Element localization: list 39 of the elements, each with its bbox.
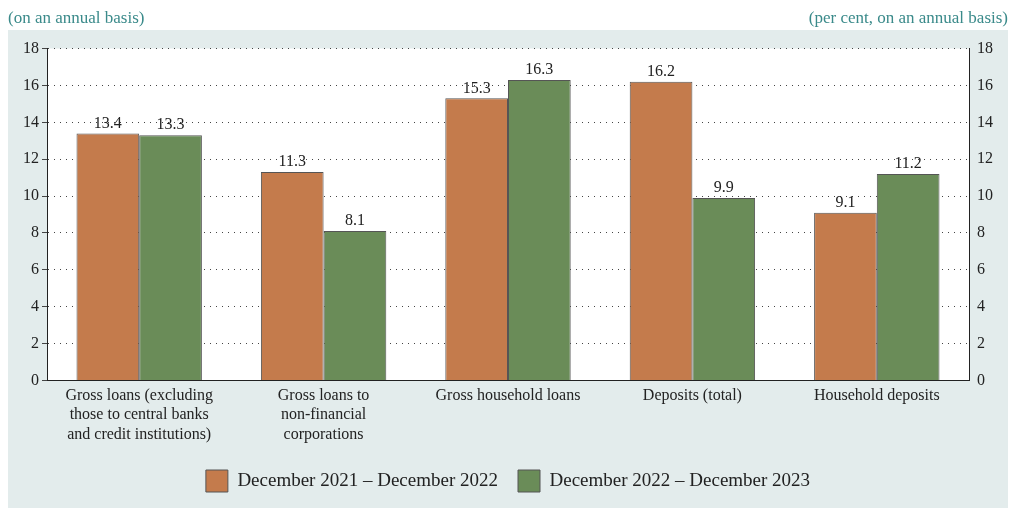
data-label: 16.3 [525,60,554,78]
data-label: 9.9 [713,178,734,196]
y-tick-label: 6 [31,260,39,277]
data-label: 15.3 [462,78,491,96]
y-tick-label: 0 [31,370,39,388]
legend-label: December 2021 – December 2022 [237,468,499,490]
data-label: 9.1 [835,192,856,210]
y-tick-label: 18 [23,38,39,56]
y-tick-label: 12 [23,149,39,167]
y2-tick-label: 2 [977,333,985,351]
y2-tick-label: 18 [977,38,993,56]
data-label: 13.3 [156,115,185,133]
y-tick-label: 16 [23,75,39,93]
legend-label: December 2022 – December 2023 [549,468,811,490]
data-label: 8.1 [344,211,365,229]
y-tick-label: 8 [31,223,39,241]
y2-tick-label: 16 [977,75,993,93]
data-label: 13.4 [93,113,122,131]
y-tick-label: 2 [31,333,39,351]
x-tick-label: Gross loans (excluding those to central banks and credit institutions) [65,386,213,443]
x-tick-label: Household deposits [813,386,940,405]
text: (per cent, on an annual basis) [808,8,1008,29]
data-label: 16.2 [647,61,676,79]
y2-tick-label: 4 [977,296,985,314]
y2-tick-label: 12 [977,149,993,167]
x-tick-label: Gross household loans [435,386,581,404]
y2-tick-label: 14 [977,112,993,130]
y2-tick-label: 0 [977,370,985,388]
data-label: 11.2 [894,154,922,172]
text: (on an annual basis) [8,8,145,29]
y-tick-label: 14 [23,112,39,130]
y2-tick-label: 10 [977,186,993,204]
x-tick-label: Deposits (total) [642,386,742,405]
y-tick-label: 10 [23,186,39,204]
data-label: 11.3 [278,152,306,170]
x-tick-label: Gross loans to non-financial corporations [277,386,370,443]
y2-tick-label: 8 [977,223,985,241]
y-tick-label: 4 [31,296,39,314]
y2-tick-label: 6 [977,260,985,277]
